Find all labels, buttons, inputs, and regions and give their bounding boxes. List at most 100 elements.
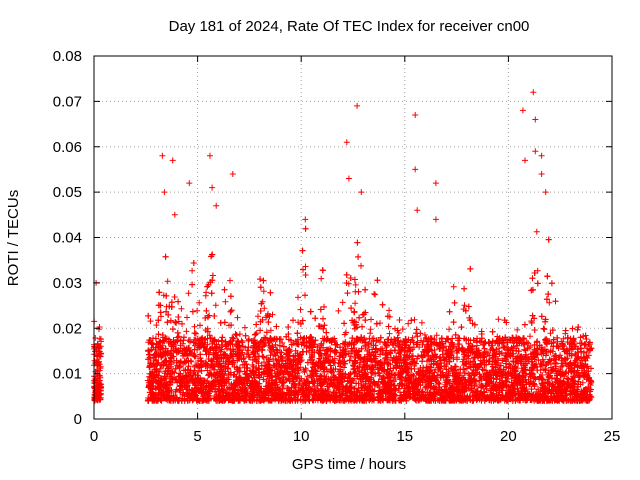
data-point (461, 302, 468, 309)
data-point (558, 363, 565, 370)
data-point (193, 330, 199, 337)
data-point (222, 298, 229, 305)
data-point (96, 326, 102, 333)
data-point (95, 345, 102, 352)
data-point (234, 314, 241, 321)
data-point (97, 353, 104, 360)
data-point (450, 283, 457, 290)
data-point (249, 362, 256, 368)
data-point (91, 384, 98, 391)
data-point (418, 319, 425, 326)
data-point (463, 365, 470, 372)
data-point (420, 338, 427, 345)
data-point (547, 347, 554, 354)
data-point (164, 278, 171, 285)
data-point (352, 300, 359, 307)
data-point (316, 355, 323, 362)
data-point (272, 341, 279, 348)
data-point (372, 291, 379, 298)
data-point (189, 267, 196, 274)
data-point (94, 340, 101, 347)
data-point (157, 365, 164, 372)
data-point (260, 288, 267, 295)
data-point (92, 335, 99, 341)
chart-title: Day 181 of 2024, Rate Of TEC Index for r… (169, 18, 530, 35)
data-point (421, 331, 428, 338)
data-point (585, 352, 592, 359)
data-point (533, 228, 540, 235)
data-point (153, 322, 160, 329)
data-point (546, 299, 553, 306)
data-point (521, 346, 528, 353)
data-point (252, 331, 259, 338)
data-point (94, 383, 101, 390)
data-point (377, 320, 383, 327)
data-point (371, 290, 378, 297)
data-point (450, 344, 457, 351)
data-point (256, 366, 263, 373)
data-point (96, 348, 103, 355)
data-point (386, 330, 393, 337)
data-point (95, 368, 102, 375)
data-point (560, 335, 567, 342)
data-point (433, 332, 440, 339)
data-point (178, 305, 185, 312)
data-point (460, 362, 467, 369)
data-point (194, 307, 201, 314)
data-point (495, 316, 502, 323)
data-point (367, 326, 374, 333)
data-point (465, 370, 472, 377)
data-point (302, 263, 309, 270)
data-point (261, 305, 268, 312)
data-point (267, 327, 274, 334)
data-point (295, 294, 301, 301)
data-point (96, 391, 103, 398)
data-point (184, 314, 190, 321)
data-point (159, 389, 166, 396)
data-point (227, 277, 233, 284)
data-point (302, 272, 309, 278)
data-point (541, 326, 548, 333)
data-point (91, 394, 98, 401)
data-point (345, 280, 352, 287)
data-point (514, 326, 521, 333)
data-point (203, 360, 210, 367)
data-point (185, 337, 192, 344)
data-point (547, 330, 554, 337)
data-point (94, 362, 101, 369)
data-point (196, 299, 203, 306)
data-point (96, 335, 103, 342)
data-point (405, 320, 412, 327)
grid-lines (94, 56, 612, 419)
data-point (241, 324, 248, 331)
data-point (212, 302, 219, 309)
data-point (341, 364, 347, 371)
data-point (91, 378, 98, 385)
data-point (269, 311, 276, 318)
data-point (304, 373, 311, 380)
data-point (191, 323, 198, 330)
data-point (418, 337, 424, 344)
data-point (183, 328, 190, 335)
data-point (354, 372, 360, 379)
data-points (91, 89, 595, 404)
data-point (446, 326, 453, 333)
data-point (411, 316, 418, 323)
data-point (202, 292, 209, 299)
data-point (399, 326, 406, 333)
data-point (234, 337, 241, 344)
data-point (97, 396, 104, 403)
data-point (386, 307, 393, 314)
data-point (195, 369, 202, 375)
data-point (339, 299, 346, 306)
data-point (185, 290, 192, 297)
data-point (147, 318, 154, 325)
data-point (318, 275, 325, 282)
data-point (95, 385, 102, 392)
data-point (527, 333, 533, 340)
data-point (255, 313, 261, 320)
data-point (297, 306, 304, 313)
data-point (267, 352, 274, 359)
data-point (98, 381, 105, 388)
